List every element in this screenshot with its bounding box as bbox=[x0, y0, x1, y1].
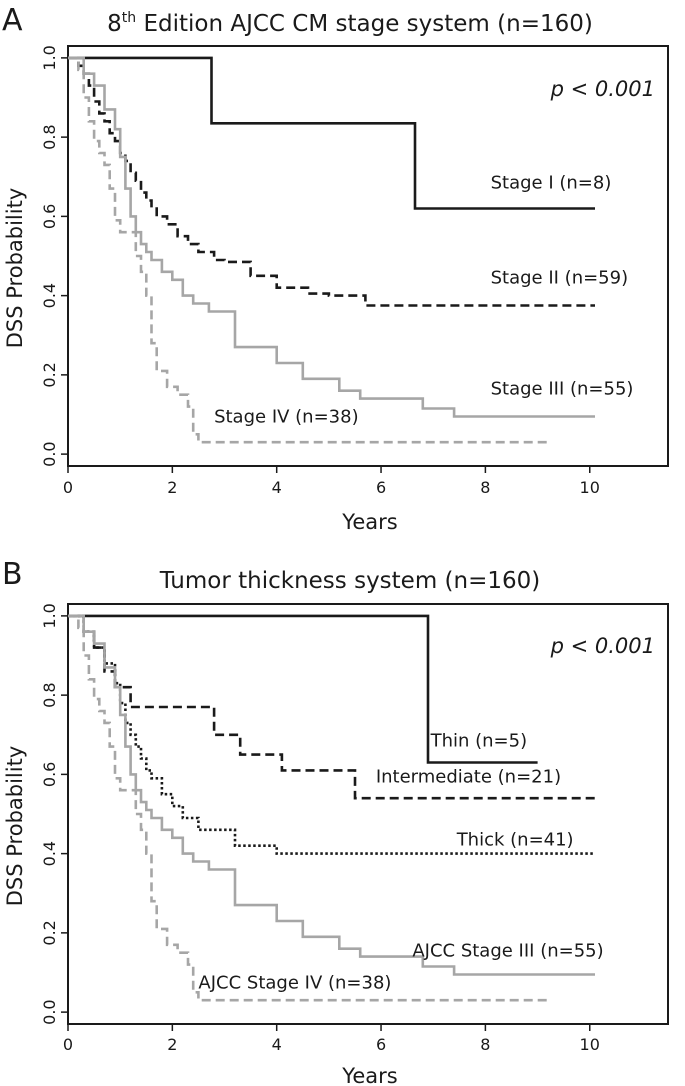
panel-a-series-0-label: Stage I (n=8) bbox=[491, 173, 612, 194]
panel-b-x-tick-label: 8 bbox=[480, 1035, 490, 1054]
panel-a-plot-frame bbox=[67, 45, 669, 467]
panel-b-x-tick-label: 6 bbox=[376, 1035, 386, 1054]
panel-b-y-tick-label: 0.2 bbox=[40, 920, 59, 945]
panel-a-y-tick-label: 1.0 bbox=[40, 45, 59, 70]
panel-a-series-1-label: Stage II (n=59) bbox=[491, 268, 629, 289]
panel-b-series-1-label: Intermediate (n=21) bbox=[376, 766, 561, 787]
panel-b-y-tick-label: 1.0 bbox=[40, 603, 59, 628]
panel-b-curves bbox=[68, 614, 595, 1002]
panel-a-x-tick-label: 0 bbox=[63, 478, 73, 497]
panel-b-y-tick-label: 0.6 bbox=[40, 762, 59, 787]
panel-a-x-tick-label: 2 bbox=[167, 478, 177, 497]
panel-b-series-2-label: Thick (n=41) bbox=[456, 830, 574, 851]
panel-b-series-3-label: AJCC Stage III (n=55) bbox=[412, 941, 603, 962]
panel-a-x-axis-label: Years bbox=[341, 510, 397, 534]
panel-b-series-0-curve bbox=[68, 614, 538, 764]
panel-b-series-4-curve bbox=[68, 614, 548, 1002]
panel-a-title-rest: Edition AJCC CM stage system (n=160) bbox=[136, 11, 593, 37]
panel-a-x-tick-label: 10 bbox=[580, 478, 600, 497]
panel-a-y-tick-label: 0.4 bbox=[40, 283, 59, 308]
panel-a-series-2-label: Stage III (n=55) bbox=[491, 379, 634, 400]
panel-b-series-4-label: AJCC Stage IV (n=38) bbox=[198, 972, 391, 993]
panel-a-x-tick-label: 4 bbox=[272, 478, 282, 497]
panel-a-y-tick-label: 0.6 bbox=[40, 204, 59, 229]
panel-b-y-tick-label: 0.8 bbox=[40, 682, 59, 707]
panel-b-curve-labels: Thin (n=5) Intermediate (n=21) Thick (n=41… bbox=[198, 731, 603, 994]
panel-b-series-3-curve bbox=[68, 614, 595, 976]
panel-a-title-sup: th bbox=[122, 10, 136, 26]
panel-a: A 8th Edition AJCC CM stage system (n=16… bbox=[2, 3, 669, 534]
panel-a-letter: A bbox=[2, 3, 23, 38]
panel-a-series-1-curve bbox=[68, 56, 595, 307]
panel-b-y-tick-label: 0.4 bbox=[40, 841, 59, 866]
panel-b-title: Tumor thickness system (n=160) bbox=[159, 568, 541, 594]
panel-a-y-tick-label: 0.2 bbox=[40, 362, 59, 387]
panel-b-p-value: p < 0.001 bbox=[550, 634, 655, 658]
panel-b-series-0-label: Thin (n=5) bbox=[430, 731, 528, 752]
panel-a-ticks: 0 2 4 6 8 10 0.0 0.2 0.4 0.6 0.8 1.0 bbox=[40, 45, 600, 497]
panel-a-title: 8th Edition AJCC CM stage system (n=160) bbox=[107, 10, 593, 37]
panel-b-x-tick-label: 10 bbox=[580, 1035, 600, 1054]
panel-b-y-axis-label: DSS Probability bbox=[3, 746, 27, 907]
panel-a-p-value: p < 0.001 bbox=[550, 77, 655, 101]
panel-a-x-tick-label: 6 bbox=[376, 478, 386, 497]
panel-a-x-tick-label: 8 bbox=[480, 478, 490, 497]
panel-b: B Tumor thickness system (n=160) DSS Pro… bbox=[2, 557, 669, 1086]
panel-b-ticks: 0 2 4 6 8 10 0.0 0.2 0.4 0.6 0.8 1.0 bbox=[40, 603, 600, 1054]
panel-a-series-0-curve bbox=[68, 56, 595, 210]
panel-a-y-tick-label: 0.8 bbox=[40, 124, 59, 149]
panel-a-series-2-curve bbox=[68, 56, 595, 418]
panel-a-y-axis-label: DSS Probability bbox=[3, 188, 27, 349]
panel-a-y-tick-label: 0.0 bbox=[40, 441, 59, 466]
panel-b-x-tick-label: 4 bbox=[272, 1035, 282, 1054]
panel-b-y-tick-label: 0.0 bbox=[40, 999, 59, 1024]
panel-a-curves bbox=[68, 56, 595, 444]
panel-a-title-prefix: 8 bbox=[107, 11, 122, 37]
panel-a-series-3-label: Stage IV (n=38) bbox=[214, 406, 359, 427]
panel-b-letter: B bbox=[2, 557, 23, 592]
panel-a-curve-labels: Stage I (n=8) Stage II (n=59) Stage III (n… bbox=[214, 173, 633, 428]
panel-a-series-3-curve bbox=[68, 56, 548, 444]
panel-b-plot-frame bbox=[67, 603, 669, 1025]
panel-b-x-axis-label: Years bbox=[341, 1064, 397, 1086]
panel-b-x-tick-label: 2 bbox=[167, 1035, 177, 1054]
panel-b-x-tick-label: 0 bbox=[63, 1035, 73, 1054]
